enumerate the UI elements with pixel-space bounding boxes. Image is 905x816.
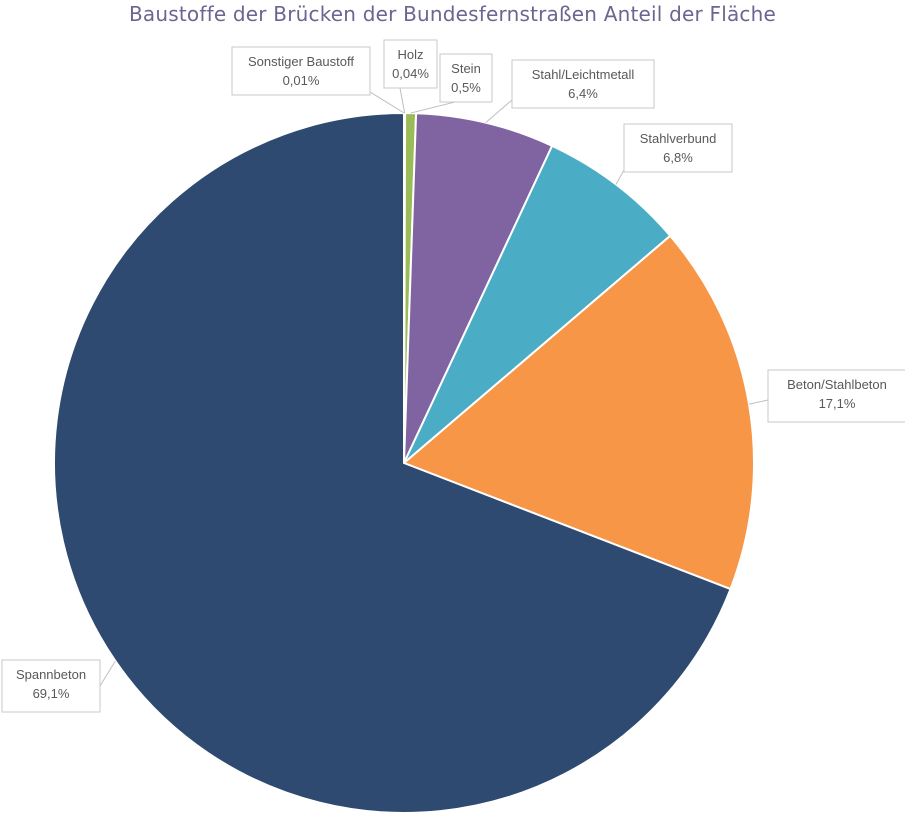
leader-line — [748, 399, 769, 405]
slice-value-label: 0,04% — [392, 66, 429, 81]
slice-name-label: Stahlverbund — [640, 131, 717, 146]
slice-name-label: Stein — [451, 61, 481, 76]
data-label-box — [439, 53, 493, 103]
leader-line — [99, 660, 116, 687]
slice-name-label: Stahl/Leichtmetall — [532, 67, 635, 82]
pie-slice-spannbeton — [53, 111, 732, 814]
slice-value-label: 6,4% — [568, 86, 598, 101]
data-label-box — [383, 39, 438, 89]
leader-line — [615, 169, 625, 185]
slice-name-label: Beton/Stahlbeton — [787, 377, 887, 392]
data-label-box — [1, 659, 101, 713]
data-label-box — [231, 46, 371, 96]
slice-value-label: 69,1% — [33, 686, 70, 701]
leader-line — [399, 87, 406, 114]
slice-value-label: 6,8% — [663, 150, 693, 165]
slice-name-label: Sonstiger Baustoff — [248, 54, 354, 69]
data-label-box — [623, 123, 733, 173]
slice-name-label: Holz — [397, 47, 423, 62]
data-label-box — [767, 369, 905, 423]
pie-slice-beton-stahlbeton — [402, 234, 755, 591]
slice-value-label: 0,01% — [283, 73, 320, 88]
data-label-box — [511, 59, 655, 109]
leader-line — [369, 91, 405, 114]
leader-line — [485, 99, 513, 124]
chart-title: Baustoffe der Brücken der Bundesfernstra… — [129, 2, 776, 26]
slice-name-label: Spannbeton — [16, 667, 86, 682]
slice-value-label: 17,1% — [819, 396, 856, 411]
slice-value-label: 0,5% — [451, 80, 481, 95]
leader-line — [410, 101, 456, 114]
